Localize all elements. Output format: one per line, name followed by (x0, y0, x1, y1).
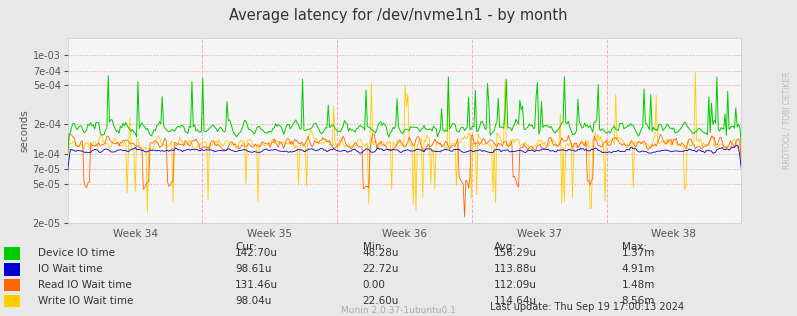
Text: RRDTOOL / TOBI OETIKER: RRDTOOL / TOBI OETIKER (783, 71, 791, 169)
Text: Week 36: Week 36 (382, 229, 427, 239)
Text: Munin 2.0.37-1ubuntu0.1: Munin 2.0.37-1ubuntu0.1 (341, 307, 456, 315)
Text: Average latency for /dev/nvme1n1 - by month: Average latency for /dev/nvme1n1 - by mo… (230, 8, 567, 23)
Text: Week 34: Week 34 (112, 229, 158, 239)
Text: 98.61u: 98.61u (235, 264, 272, 274)
Text: 142.70u: 142.70u (235, 248, 278, 258)
Text: Week 38: Week 38 (651, 229, 697, 239)
Text: 0.00: 0.00 (363, 280, 386, 290)
Text: 113.88u: 113.88u (494, 264, 537, 274)
Text: 114.64u: 114.64u (494, 296, 537, 306)
Text: 4.91m: 4.91m (622, 264, 655, 274)
Text: Week 35: Week 35 (247, 229, 292, 239)
Y-axis label: seconds: seconds (20, 109, 30, 152)
Text: Avg:: Avg: (494, 242, 517, 252)
Text: 22.72u: 22.72u (363, 264, 399, 274)
Text: IO Wait time: IO Wait time (38, 264, 103, 274)
Text: Device IO time: Device IO time (38, 248, 116, 258)
Text: 1.48m: 1.48m (622, 280, 655, 290)
Text: Last update: Thu Sep 19 17:00:13 2024: Last update: Thu Sep 19 17:00:13 2024 (490, 301, 685, 312)
Text: 98.04u: 98.04u (235, 296, 272, 306)
Text: Max:: Max: (622, 242, 646, 252)
Text: Cur:: Cur: (235, 242, 257, 252)
Text: 8.56m: 8.56m (622, 296, 655, 306)
Text: Read IO Wait time: Read IO Wait time (38, 280, 132, 290)
Text: 48.28u: 48.28u (363, 248, 399, 258)
Text: 156.29u: 156.29u (494, 248, 537, 258)
Text: 1.37m: 1.37m (622, 248, 655, 258)
Text: 131.46u: 131.46u (235, 280, 278, 290)
Text: 22.60u: 22.60u (363, 296, 399, 306)
Text: Week 37: Week 37 (516, 229, 562, 239)
Text: Write IO Wait time: Write IO Wait time (38, 296, 134, 306)
Text: Min:: Min: (363, 242, 385, 252)
Text: 112.09u: 112.09u (494, 280, 537, 290)
